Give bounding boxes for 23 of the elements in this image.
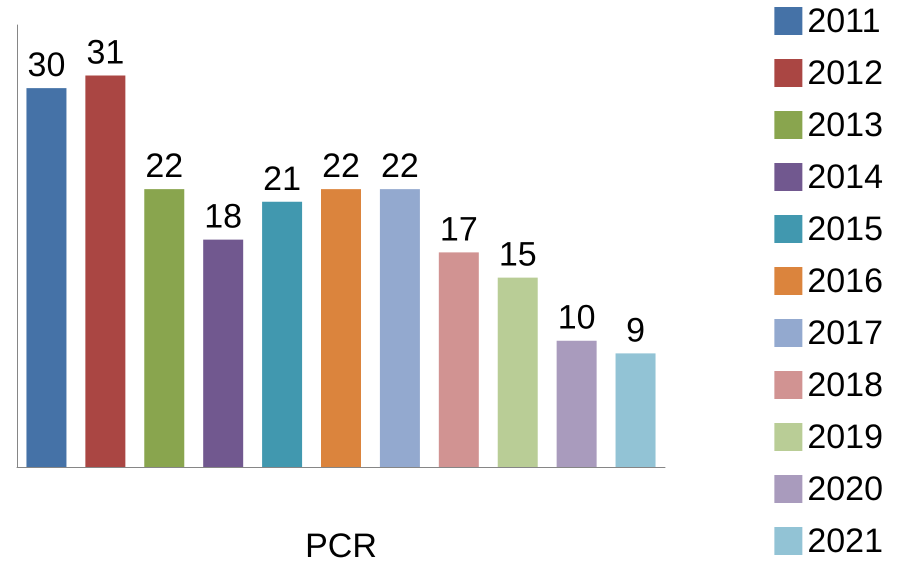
data-label: 30 [28,46,66,84]
legend-label: 2016 [807,262,884,300]
legend-label: 2011 [807,2,880,40]
legend-label: 2012 [807,54,884,92]
legend-label: 2015 [807,210,884,248]
data-label: 17 [440,210,478,248]
legend-label: 2019 [807,418,884,456]
legend-label: 2017 [807,314,884,352]
data-label: 18 [204,198,242,236]
data-label: 22 [145,147,184,186]
data-label: 21 [263,160,302,198]
data-label: 10 [558,298,596,337]
x-axis-title: PCR [305,527,377,565]
legend-label: 2020 [807,470,884,508]
data-label: 22 [380,147,419,186]
legend-label: 2021 [807,522,884,560]
data-label: 9 [626,311,646,350]
data-label: 15 [498,236,537,274]
legend-label: 2014 [807,158,884,196]
legend-label: 2013 [807,106,884,144]
data-label: 22 [322,147,360,186]
legend-label: 2018 [807,366,884,404]
data-label: 31 [86,34,124,72]
